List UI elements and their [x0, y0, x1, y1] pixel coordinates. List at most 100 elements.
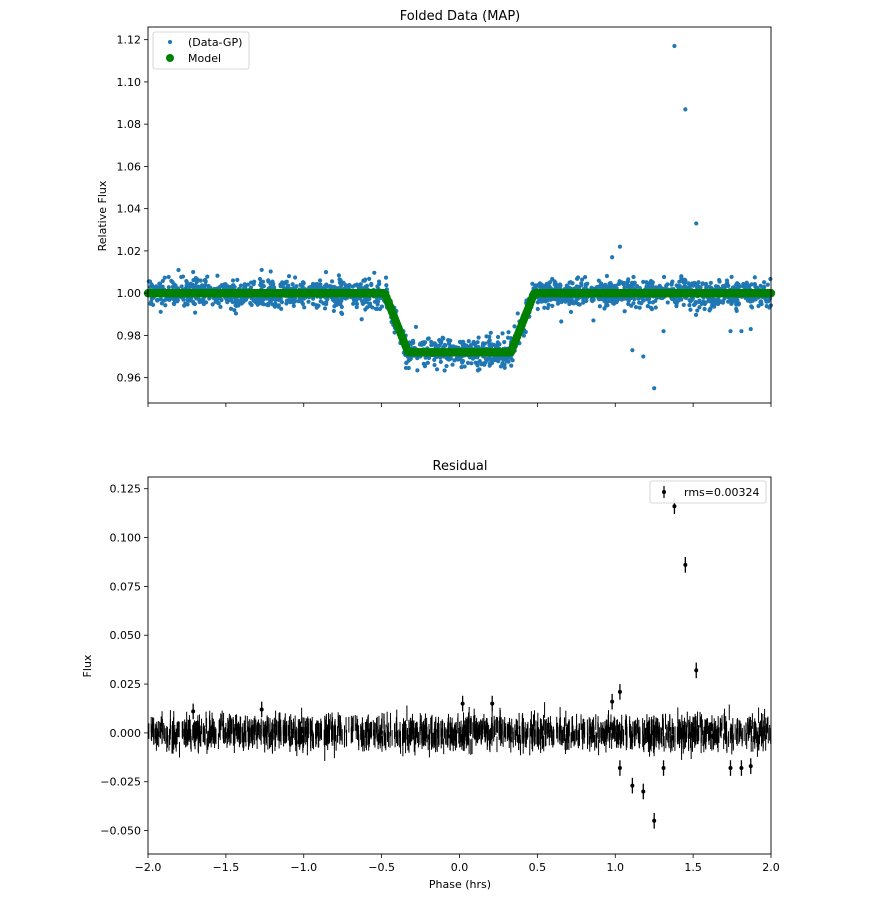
- outlier-dot: [630, 783, 635, 788]
- data-point: [568, 309, 574, 315]
- data-point: [637, 305, 642, 310]
- data-point: [171, 301, 176, 306]
- bottom-y-tick-label: 0.050: [110, 629, 142, 642]
- data-point: [413, 324, 419, 330]
- data-point: [322, 284, 327, 289]
- data-point: [354, 282, 360, 287]
- data-point: [284, 279, 289, 284]
- data-point: [533, 283, 538, 288]
- data-point: [489, 342, 494, 347]
- top-panel: Folded Data (MAP) Relative Flux 0.96 0.98…: [96, 9, 776, 407]
- data-point: [403, 365, 409, 371]
- data-point: [602, 306, 607, 311]
- outlier-point: [739, 329, 744, 334]
- data-point: [631, 285, 636, 290]
- outlier-dot: [641, 789, 646, 794]
- data-point: [476, 335, 481, 340]
- data-point: [241, 299, 246, 304]
- legend-model-marker: [166, 54, 174, 62]
- data-point: [734, 306, 739, 312]
- bottom-x-tick-label: −2.0: [135, 861, 162, 874]
- data-point: [758, 299, 764, 304]
- data-point: [610, 283, 615, 289]
- bottom-x-tick-label: 2.0: [762, 861, 780, 874]
- data-point: [723, 284, 728, 289]
- outlier-dot: [460, 701, 465, 706]
- data-point: [460, 358, 466, 364]
- data-point: [230, 278, 236, 283]
- data-point: [158, 309, 163, 314]
- data-point: [749, 282, 754, 287]
- data-point: [466, 339, 471, 344]
- data-point: [171, 296, 176, 302]
- data-point: [447, 356, 453, 362]
- data-point: [268, 281, 273, 287]
- data-point: [626, 277, 631, 282]
- data-point: [764, 304, 769, 309]
- bottom-panel: Residual Flux Phase (hrs) −2.0 −1.5 −1.0 −0…: [81, 459, 780, 891]
- data-point: [333, 285, 338, 290]
- bottom-x-tick-label: 1.5: [684, 861, 702, 874]
- data-point: [704, 285, 709, 291]
- data-point: [347, 282, 352, 288]
- data-point: [219, 283, 224, 288]
- data-point: [266, 303, 271, 308]
- data-point: [166, 285, 171, 290]
- top-y-tick-label: 1.02: [117, 245, 142, 258]
- data-point: [688, 307, 693, 312]
- outlier-point: [191, 269, 196, 275]
- bottom-y-tick-label: 0.000: [110, 727, 142, 740]
- data-point: [433, 344, 438, 350]
- data-point: [487, 356, 492, 361]
- data-point: [515, 311, 520, 316]
- data-point: [611, 298, 616, 304]
- data-point: [426, 355, 432, 361]
- data-point: [536, 299, 541, 304]
- data-point: [199, 298, 204, 303]
- data-point: [687, 298, 692, 303]
- legend-model-label: Model: [188, 52, 221, 65]
- data-point: [279, 306, 284, 311]
- data-point: [228, 284, 233, 290]
- data-point: [193, 310, 198, 315]
- data-point: [765, 282, 770, 287]
- data-point: [645, 304, 650, 309]
- data-point: [193, 276, 198, 281]
- data-point: [245, 282, 251, 287]
- data-point: [717, 277, 722, 283]
- data-point: [408, 342, 413, 347]
- data-point: [510, 358, 515, 363]
- outlier-dot: [683, 562, 688, 567]
- data-point: [744, 280, 749, 285]
- data-point: [697, 305, 702, 310]
- data-point: [625, 282, 630, 287]
- outlier-dot: [610, 699, 615, 704]
- bottom-y-tick-label: 0.125: [110, 483, 142, 496]
- data-point: [550, 303, 555, 308]
- data-point: [190, 299, 196, 304]
- data-point: [546, 302, 551, 307]
- data-point: [495, 340, 500, 345]
- data-point: [708, 280, 713, 286]
- data-point: [322, 306, 328, 311]
- data-point: [764, 299, 770, 304]
- data-point: [432, 362, 437, 368]
- data-point: [632, 280, 637, 285]
- data-point: [677, 284, 682, 289]
- data-point: [442, 368, 447, 373]
- data-point: [462, 364, 467, 369]
- data-point: [697, 298, 702, 303]
- data-point: [362, 298, 367, 303]
- data-point: [700, 281, 705, 286]
- data-point: [523, 329, 528, 335]
- data-point: [682, 277, 687, 282]
- data-point: [426, 336, 431, 341]
- data-point: [512, 324, 517, 329]
- legend-rms-label: rms=0.00324: [684, 486, 759, 499]
- data-point: [286, 285, 291, 290]
- data-point: [641, 279, 646, 284]
- data-point: [376, 279, 382, 284]
- data-point: [484, 356, 489, 361]
- data-point: [207, 296, 212, 301]
- data-point: [321, 301, 326, 306]
